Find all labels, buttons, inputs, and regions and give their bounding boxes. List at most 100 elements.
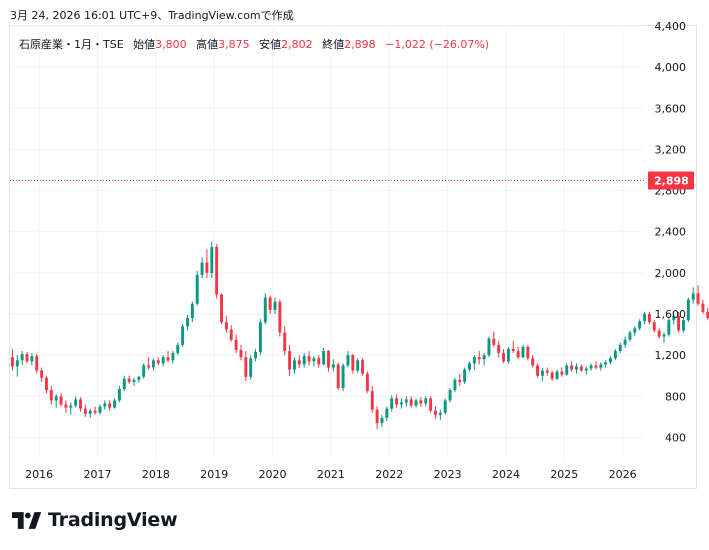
candle-body [623,339,627,345]
high-label: 高値 [196,38,219,51]
candle-body [117,389,121,401]
ohlc-legend: 石原産業・1月・TSE 始値3,800 高値3,875 安値2,802 終値2,… [19,36,489,52]
candle-body [409,399,413,406]
candle-body [127,378,131,382]
candle-body [122,378,126,390]
candle-body [142,365,146,377]
candle-body [434,410,437,415]
candle-body [74,399,78,406]
candle-body [346,355,350,366]
candle-body [83,408,87,414]
candle-body [59,396,63,405]
candle-body [35,356,39,371]
candle-body [88,410,92,414]
grid [10,25,644,458]
candle-body [215,247,219,295]
candle-body [49,390,53,401]
x-axis: 2016 2017 2018 2019 2020 2021 2022 2023 2024 2025… [25,468,637,481]
candle-body [536,365,540,376]
x-tick-label: 2022 [375,468,403,481]
y-tick-label: 1,200 [655,349,687,362]
candle-body [292,360,296,370]
x-tick-label: 2017 [84,468,112,481]
candle-body [589,365,593,369]
candle-body [492,338,496,345]
candle-body [677,316,681,331]
change-value: −1,022 (−26.07%) [385,38,490,51]
y-tick-label: 4,400 [655,20,687,33]
candle-body [424,398,428,404]
candle-body [565,365,569,375]
candle-body [594,365,598,368]
candle-body [686,299,690,321]
candle-body [399,402,403,405]
candle-body [531,358,535,366]
candle-body [706,311,709,319]
candle-body [205,262,209,273]
candle-body [584,368,588,371]
candle-body [317,358,321,365]
y-tick-label: 2,000 [655,267,687,280]
candle-body [254,352,258,359]
candle-body [443,400,447,413]
y-tick-label: 2,400 [655,226,687,239]
candle-body [696,293,700,304]
candle-body [331,364,335,368]
x-tick-label: 2025 [550,468,578,481]
candle-body [638,321,642,329]
candle-body [327,351,330,368]
candle-body [220,294,223,323]
close-label: 終値 [322,38,345,51]
candle-body [681,320,685,331]
candle-body [691,293,695,300]
candle-body [570,365,574,370]
candle-body [132,379,136,382]
candle-body [652,322,656,331]
candle-body [98,406,102,413]
candle-body [555,371,559,379]
candle-body [647,314,651,323]
candle-body [54,396,58,401]
candle-body [283,332,287,352]
candle-body [166,357,170,361]
candle-body [468,363,471,370]
x-tick-label: 2024 [492,468,520,481]
candle-body [25,354,29,362]
candle-body [375,409,379,424]
candle-body [599,364,603,368]
candle-body [361,360,364,374]
x-tick-label: 2026 [609,468,637,481]
candle-body [312,358,316,362]
candle-body [472,357,476,364]
candle-body [613,351,617,359]
candle-body [108,403,112,408]
candle-body [288,351,292,370]
candle-body [458,379,462,382]
y-tick-label: 3,600 [655,102,687,115]
candle-body [69,405,73,408]
candle-body [151,360,155,368]
x-tick-label: 2019 [200,468,228,481]
candle-body [448,390,452,401]
candle-body [147,365,151,368]
candle-body [370,391,374,410]
chart-frame[interactable] [9,25,697,489]
candle-body [356,360,360,371]
candle-body [511,348,515,352]
candle-body [560,371,564,375]
candle-body [103,403,107,407]
candle-body [497,344,501,354]
candle-body [229,329,233,340]
high-value: 3,875 [218,38,250,51]
candle-body [395,398,399,405]
candle-body [701,303,705,312]
candle-body [224,322,228,330]
current-price-label: 2,898 [654,174,689,187]
tradingview-logo[interactable]: TradingView [12,509,178,531]
candle-body [171,353,175,361]
candle-body [302,356,306,365]
low-value: 2,802 [281,38,313,51]
candle-body [239,350,243,358]
candle-body [609,358,612,363]
